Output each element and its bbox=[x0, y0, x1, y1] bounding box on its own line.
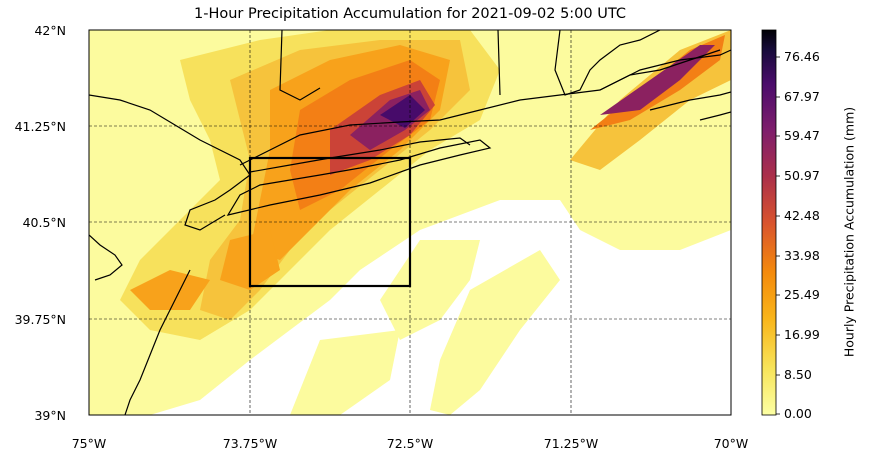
lon-tick: 70°W bbox=[714, 436, 749, 451]
cb-tick: 33.98 bbox=[784, 248, 820, 263]
colorbar-ticks bbox=[776, 56, 780, 415]
cb-tick: 42.48 bbox=[784, 208, 820, 223]
map-frame bbox=[88, 29, 732, 416]
colorbar-label: Hourly Precipitation Accumulation (mm) bbox=[841, 106, 857, 358]
lat-tick: 41.25°N bbox=[15, 119, 66, 134]
lon-tick: 71.25°W bbox=[544, 436, 598, 451]
cb-tick: 8.50 bbox=[784, 367, 812, 382]
lat-tick: 42°N bbox=[34, 23, 66, 38]
cb-tick: 0.00 bbox=[784, 406, 812, 421]
cb-tick: 50.97 bbox=[784, 168, 820, 183]
lat-tick: 39°N bbox=[34, 408, 66, 423]
cb-tick: 76.46 bbox=[784, 49, 820, 64]
cb-tick: 59.47 bbox=[784, 128, 820, 143]
lon-tick-labels: 75°W 73.75°W 72.5°W 71.25°W 70°W bbox=[72, 436, 749, 451]
coastlines bbox=[89, 30, 731, 415]
colorbar-tick-labels: 76.46 67.97 59.47 50.97 42.48 33.98 25.4… bbox=[784, 49, 820, 421]
colorbar bbox=[761, 29, 777, 416]
lon-tick: 75°W bbox=[72, 436, 107, 451]
lat-tick: 40.5°N bbox=[23, 215, 66, 230]
lat-tick: 39.75°N bbox=[15, 312, 66, 327]
lon-tick: 73.75°W bbox=[223, 436, 277, 451]
cb-tick: 67.97 bbox=[784, 89, 820, 104]
cb-tick: 16.99 bbox=[784, 327, 820, 342]
cb-tick: 25.49 bbox=[784, 287, 820, 302]
study-area-box bbox=[248, 156, 412, 288]
map-title: 1-Hour Precipitation Accumulation for 20… bbox=[194, 6, 626, 22]
lat-tick-labels: 42°N 41.25°N 40.5°N 39.75°N 39°N bbox=[15, 23, 66, 423]
lon-tick: 72.5°W bbox=[387, 436, 433, 451]
